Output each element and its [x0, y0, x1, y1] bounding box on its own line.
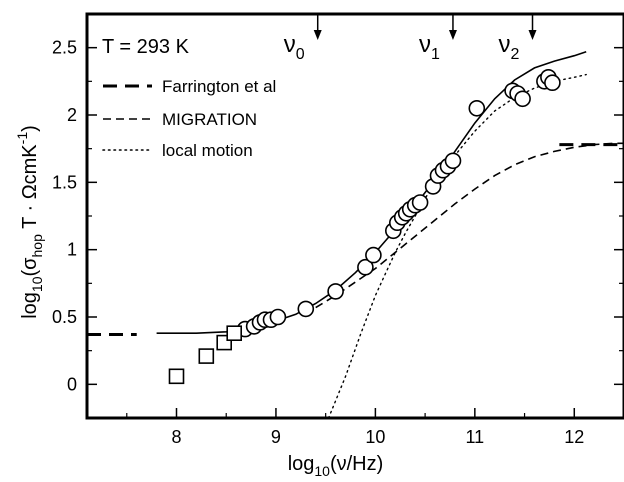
circle-data-point	[328, 284, 343, 299]
square-data-point	[170, 369, 184, 383]
curves-layer	[87, 52, 624, 418]
legend-label-farrington: Farrington et al	[162, 77, 276, 96]
y-axis-label-sub2: hop	[29, 234, 45, 258]
circle-data-point	[515, 91, 530, 106]
y-axis-label: log10(σhop T · ΩcmK-1)	[14, 125, 45, 319]
frequency-arrow-head	[449, 30, 457, 40]
circle-data-point	[270, 310, 285, 325]
nu-2-symbol: ν	[499, 31, 511, 58]
x-tick-label: 10	[365, 427, 385, 447]
x-axis-label-base: log	[288, 453, 315, 475]
legend: Farrington et al MIGRATION local motion	[103, 77, 276, 160]
y-axis-label-part2: (σ	[19, 257, 41, 277]
nu-1-symbol: ν	[419, 31, 431, 58]
legend-label-migration: MIGRATION	[162, 110, 257, 129]
nu-1-subscript: 1	[431, 46, 440, 63]
circle-data-point	[298, 301, 313, 316]
circle-data-point	[545, 75, 560, 90]
migration-curve	[316, 143, 624, 307]
y-axis-label-part3: T · ΩcmK	[19, 144, 41, 234]
x-axis-label: log10(ν/Hz)	[288, 453, 384, 479]
frequency-arrow-head	[529, 30, 537, 40]
y-tick-label: 2	[67, 105, 77, 125]
x-axis-label-subscript: 10	[314, 463, 330, 479]
nu-1-label: ν1	[419, 31, 440, 63]
x-tick-label: 12	[564, 427, 584, 447]
nu-2-subscript: 2	[511, 46, 520, 63]
square-data-point	[199, 349, 213, 363]
y-tick-label: 2.5	[52, 38, 77, 58]
y-axis-label-superscript: -1	[14, 132, 30, 145]
nu-2-label: ν2	[499, 31, 520, 63]
legend-label-local-motion: local motion	[162, 141, 253, 160]
x-tick-label: 8	[171, 427, 181, 447]
nu-0-subscript: 0	[296, 46, 305, 63]
circle-data-point	[469, 101, 484, 116]
square-data-point	[227, 326, 241, 340]
frequency-arrow-head	[314, 30, 322, 40]
y-tick-label: 0	[67, 374, 77, 394]
nu-0-symbol: ν	[284, 31, 296, 58]
y-tick-label: 1.5	[52, 172, 77, 192]
y-axis-label-part1: log	[19, 292, 41, 319]
y-tick-label: 0.5	[52, 307, 77, 327]
local-motion-curve	[329, 75, 587, 418]
x-axis-label-rest: (ν/Hz)	[330, 453, 383, 475]
temperature-annotation: T = 293 K	[102, 36, 190, 58]
circle-data-point	[413, 195, 428, 210]
y-axis-label-part4: )	[19, 125, 41, 132]
y-axis-label-sub1: 10	[29, 276, 45, 292]
y-tick-label: 1	[67, 240, 77, 260]
circle-data-point	[446, 153, 461, 168]
x-tick-label: 11	[465, 427, 484, 447]
nu-0-label: ν0	[284, 31, 305, 63]
circle-data-point	[366, 248, 381, 263]
x-tick-label: 9	[271, 427, 281, 447]
